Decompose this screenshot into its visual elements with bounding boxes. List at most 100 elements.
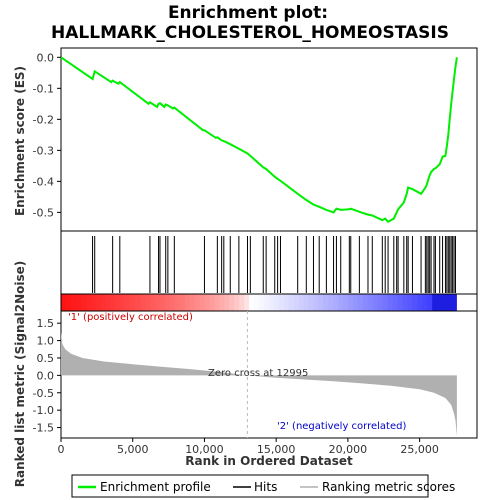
color-bar-segment [303,294,310,311]
zero-cross-label: Zero cross at 12995 [208,368,308,379]
color-bar-segment [432,294,438,311]
color-bar-segment [338,294,344,311]
color-bar-segment [308,294,314,311]
x-tick-label: 20,000 [329,443,368,456]
color-bar-segment [357,294,364,311]
color-bar-segment [194,294,201,311]
color-bar-segment [115,294,121,311]
color-bar-segment [278,294,285,311]
color-bar-segment [447,294,453,311]
color-bar-segment [229,294,235,311]
x-tick-label: 0 [58,443,65,456]
x-tick-label: 25,000 [400,443,439,456]
color-bar-segment [387,294,394,311]
color-bar-segment [263,294,270,311]
metric-tick-label: 0.0 [37,369,55,382]
metric-y-axis: 1.5 1.0 0.5 0.0 -0.5 -1.0 -1.5 [33,317,61,435]
color-bar-segment [219,294,225,311]
color-bar-segment [159,294,166,311]
es-tick-label: -0.1 [33,82,54,95]
color-bar-segment [65,294,72,311]
color-bar-segment [61,294,67,311]
color-bar-segment [179,294,186,311]
es-tick-label: -0.3 [33,144,54,157]
metric-tick-label: 1.0 [37,335,55,348]
ranking-metric-area [61,331,457,437]
x-tick-label: 15,000 [257,443,296,456]
color-bar-segment [140,294,146,311]
color-bar-segment [427,294,433,311]
chart-title-line2: HALLMARK_CHOLESTEROL_HOMEOSTASIS [51,23,449,43]
es-panel: 0.0 -0.1 -0.2 -0.3 -0.4 -0.5 [33,47,478,232]
es-tick-label: -0.5 [33,206,54,219]
color-bar-segment [422,294,428,311]
color-bar-segment [70,294,77,311]
color-bar-segment [130,294,136,311]
color-bar-segment [273,294,280,311]
color-bar-segment [437,294,443,311]
metric-tick-label: -1.5 [33,422,54,435]
hits-panel-frame [60,230,478,295]
color-bar-segment [244,294,250,311]
es-y-label: Enrichment score (ES) [13,66,27,216]
color-bar-segment [417,294,423,311]
color-bar-segment [174,294,181,311]
es-profile-line [60,56,458,223]
chart-title-line1: Enrichment plot: [168,3,328,23]
color-bar-segment [288,294,295,311]
color-bar-segment [90,294,97,311]
color-bar-segment [258,294,265,311]
color-bar-segment [397,294,404,311]
color-bar-segment [268,294,275,311]
color-bar-segment [80,294,87,311]
color-bar-segment [214,294,220,311]
legend-es-label: Enrichment profile [100,480,211,494]
metric-panel: 1.5 1.0 0.5 0.0 -0.5 -1.0 -1.5 '1' (positively… [33,310,478,439]
x-tick-label: 5,000 [117,443,149,456]
color-bar-segment [204,294,211,311]
es-tick-label: 0.0 [37,51,55,64]
hits-panel [60,230,478,295]
color-bar-segment [105,294,112,311]
color-bar-segment [95,294,102,311]
metric-tick-label: 1.5 [37,317,55,330]
color-bar-segment [333,294,339,311]
es-panel-frame [60,47,478,232]
legend-metric-label: Ranking metric scores [322,480,455,494]
color-bar-segment [323,294,329,311]
color-bar-segment [318,294,324,311]
hit-lines [92,236,456,293]
negative-label: '2' (negatively correlated) [277,421,406,432]
color-bar-segment [100,294,107,311]
metric-y-label: Ranked list metric (Signal2Noise) [13,261,27,488]
metric-tick-label: 0.5 [37,352,55,365]
color-bar-segment [343,294,349,311]
color-bar-segment [283,294,290,311]
color-bar-segment [189,294,196,311]
metric-tick-label: -1.0 [33,404,54,417]
color-bar-segment [352,294,359,311]
color-bar-segment [169,294,176,311]
color-bar-segment [392,294,399,311]
color-bar-segment [402,294,409,311]
rank-color-bar [60,293,478,312]
color-bar-segment [75,294,82,311]
color-bar-segment [249,294,255,311]
color-bar-segment [199,294,206,311]
legend: Enrichment profile Hits Ranking metric s… [71,474,455,498]
color-bar-segment [184,294,191,311]
es-tick-label: -0.2 [33,113,54,126]
es-tick-label: -0.4 [33,175,54,188]
metric-tick-label: -0.5 [33,387,54,400]
color-bar-segment [407,294,413,311]
color-bar-segment [328,294,334,311]
color-bar-segment [120,294,126,311]
es-y-axis: 0.0 -0.1 -0.2 -0.3 -0.4 -0.5 [33,51,61,219]
x-axis-label: Rank in Ordered Dataset [185,454,353,468]
color-bar-segment [377,294,384,311]
color-bar-segment [145,294,151,311]
color-bar-segment [372,294,379,311]
color-bar-segment [234,294,240,311]
positive-label: '1' (positively correlated) [68,312,193,323]
color-bar-segment [442,294,448,311]
